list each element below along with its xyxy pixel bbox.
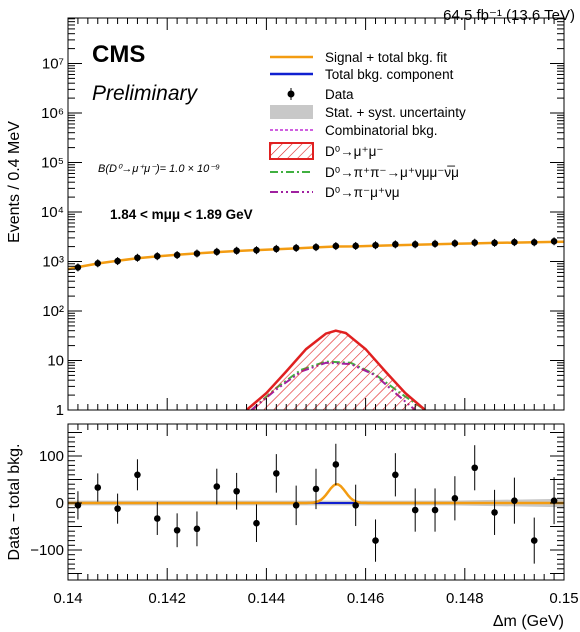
y-tick-label: 10⁶	[41, 105, 64, 122]
legend-4-label: Combinatorial bkg.	[325, 123, 438, 138]
y-tick-label: 10⁷	[42, 56, 64, 73]
residual-point	[491, 509, 498, 516]
data-point	[253, 246, 260, 254]
data-point	[193, 250, 201, 257]
residual-point	[530, 537, 538, 544]
data-point	[372, 241, 379, 249]
data-point	[233, 247, 240, 255]
y-tick-label: 10⁴	[41, 204, 64, 221]
residual-point	[550, 497, 558, 504]
residual-point	[134, 471, 141, 479]
data-point	[74, 264, 82, 271]
data-point	[114, 257, 121, 265]
residual-point	[74, 502, 82, 509]
legend-0-label: Signal + total bkg. fit	[325, 50, 447, 65]
residual-point	[153, 515, 161, 522]
residual-point	[193, 525, 201, 533]
data-point	[451, 240, 459, 247]
x-axis-title: Δm (GeV)	[493, 613, 564, 630]
x-tick-label: 0.14	[53, 590, 82, 607]
residual-point	[411, 506, 419, 514]
top-panel: 1 10 10² 10³ 10⁴ 10⁵ 10⁶ 10⁷ Events / 0.4 MeV C…	[6, 17, 565, 419]
legend-7-label: D⁰→π⁻μ⁺νμ	[325, 185, 400, 200]
data-point	[511, 238, 518, 246]
residual-point	[332, 461, 340, 468]
series-d0-mumu	[245, 329, 426, 410]
data-point	[431, 240, 439, 248]
x-tick-label: 0.146	[347, 590, 385, 607]
bottom-y-axis-title: Data − total bkg.	[6, 444, 23, 561]
data-point	[173, 251, 181, 259]
legend-5-swatch	[269, 142, 314, 160]
legend-2-label: Data	[325, 87, 354, 102]
residual-point	[451, 495, 459, 502]
residual-point	[392, 471, 399, 479]
y-tick-label: 1	[56, 402, 64, 419]
top-y-axis-title: Events / 0.4 MeV	[6, 121, 23, 243]
data-point	[134, 254, 141, 262]
data-point	[213, 248, 221, 256]
branching-fraction-label: B(D⁰→μ⁺μ⁻)= 1.0 × 10⁻⁹	[98, 163, 220, 175]
x-tick-label: 0.142	[148, 590, 186, 607]
lumi-text: 64.5 fb⁻¹ (13.6 TeV)	[443, 7, 575, 24]
y-tick-label: 10⁵	[41, 155, 64, 172]
legend-6-label: D⁰→π⁺π⁻→μ⁺νμμ⁻ν̅μ	[325, 165, 459, 180]
residual-point	[233, 487, 240, 495]
data-point	[550, 237, 558, 245]
residual-point	[292, 502, 300, 509]
data-point	[411, 241, 419, 248]
data-point	[273, 245, 280, 253]
residual-point	[273, 470, 280, 477]
residual-point	[372, 537, 379, 544]
legend-1-label: Total bkg. component	[325, 67, 454, 82]
data-point	[352, 242, 359, 250]
preliminary-label: Preliminary	[92, 82, 199, 105]
data-point	[471, 239, 479, 246]
y-tick-label: 10	[47, 353, 64, 370]
residual-point	[312, 485, 320, 493]
legend-2-swatch	[287, 90, 295, 98]
legend: Signal + total bkg. fit Total bkg. compon…	[269, 50, 466, 200]
mass-window-label: 1.84 < mμμ < 1.89 GeV	[110, 207, 253, 222]
series-d0-mumu-fill	[246, 330, 426, 410]
residual-point	[114, 505, 121, 512]
y-tick-label: 0	[56, 495, 64, 512]
y-tick-label: −100	[30, 542, 64, 559]
y-tick-label: 10²	[42, 303, 64, 320]
legend-3-swatch	[270, 105, 313, 119]
y-tick-label: 100	[39, 448, 64, 465]
data-point	[312, 243, 320, 251]
bottom-panel: 0.14 0.142 0.144 0.146 0.148 0.15 −100 0 100 Dat…	[6, 423, 579, 630]
series-fit	[77, 240, 564, 269]
data-point	[491, 239, 498, 247]
residual-point	[94, 484, 102, 491]
data-point	[292, 244, 300, 252]
residual-point	[471, 464, 479, 472]
data-point	[153, 252, 161, 260]
residual-point	[431, 506, 439, 514]
residual-point	[253, 519, 260, 527]
residual-point	[352, 502, 359, 509]
data-point	[332, 242, 340, 250]
residual-point	[511, 497, 518, 504]
x-tick-label: 0.15	[549, 590, 578, 607]
data-point	[392, 241, 399, 248]
data-point	[94, 259, 102, 267]
cms-label: CMS	[92, 41, 145, 68]
x-tick-label: 0.148	[446, 590, 484, 607]
legend-3-label: Stat. + syst. uncertainty	[325, 105, 466, 120]
x-tick-label: 0.144	[248, 590, 286, 607]
residual-point	[173, 526, 181, 534]
data-point	[530, 239, 538, 246]
residual-point	[213, 483, 221, 490]
legend-5-label: D⁰→μ⁺μ⁻	[325, 144, 383, 159]
y-tick-label: 10³	[42, 254, 64, 271]
